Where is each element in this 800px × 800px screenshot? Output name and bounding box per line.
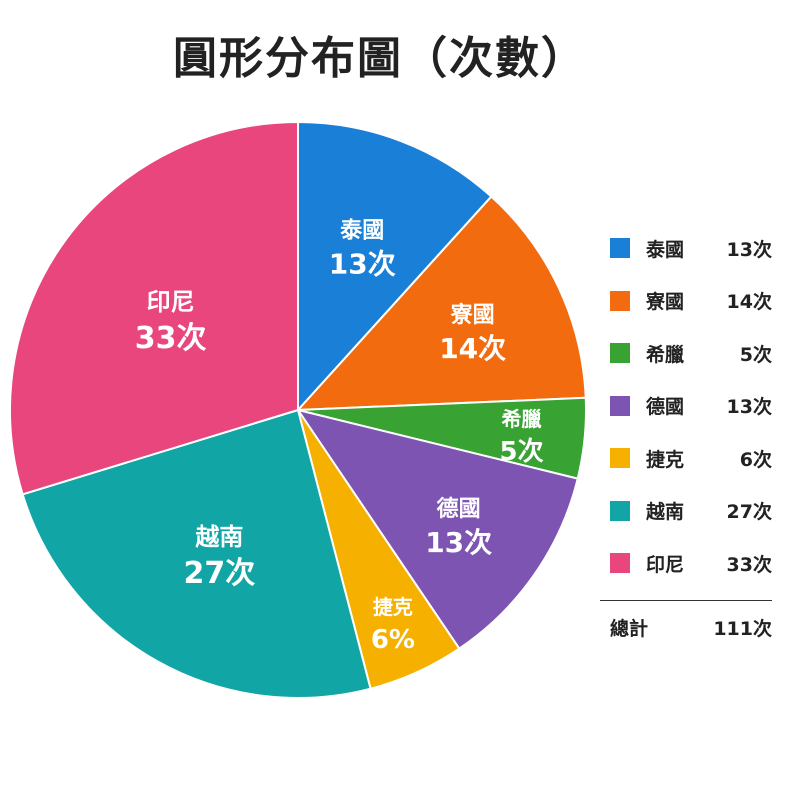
slice-label-thailand: 泰國 13次 <box>329 218 396 280</box>
legend-swatch <box>610 238 630 259</box>
legend-label: 印尼 <box>646 553 685 576</box>
slice-category-label: 希臘 <box>502 407 542 431</box>
legend-item-vietnam: 越南 27次 <box>600 485 780 538</box>
legend-label: 泰國 <box>646 238 685 261</box>
legend-item-czech: 捷克 6次 <box>600 432 780 485</box>
slice-label-greece: 希臘 5次 <box>499 407 543 467</box>
slice-value-label: 13次 <box>329 247 396 280</box>
slice-value-label: 33次 <box>135 321 207 356</box>
legend-value: 13次 <box>726 396 772 419</box>
legend-swatch <box>610 343 630 364</box>
legend-swatch <box>610 290 630 311</box>
legend-label: 越南 <box>646 501 685 524</box>
legend-item-greece: 希臘 5次 <box>600 327 780 380</box>
slice-value-label: 6% <box>371 625 415 655</box>
slice-label-laos: 寮國 14次 <box>439 302 506 365</box>
pie-slice-germany <box>295 408 579 650</box>
legend-swatch <box>610 500 630 521</box>
slice-category-label: 印尼 <box>147 288 195 316</box>
slice-label-indonesia: 印尼 33次 <box>135 288 207 356</box>
slice-category-label: 德國 <box>437 496 481 522</box>
slice-category-label: 泰國 <box>339 218 384 243</box>
legend-label: 德國 <box>646 396 685 419</box>
slice-label-vietnam: 越南 27次 <box>183 523 255 591</box>
legend-total: 總計 111次 <box>600 605 780 651</box>
slice-value-label: 5次 <box>499 437 543 467</box>
legend-item-thailand: 泰國 13次 <box>600 222 780 275</box>
legend-divider <box>600 599 772 601</box>
legend-value: 5次 <box>739 343 772 366</box>
legend-value: 33次 <box>726 553 772 576</box>
pie-slice-laos <box>295 195 587 412</box>
legend-item-indonesia: 印尼 33次 <box>600 537 780 590</box>
pie-slice-vietnam <box>21 408 372 699</box>
slice-value-label: 27次 <box>183 556 255 591</box>
slice-category-label: 越南 <box>195 523 243 551</box>
legend-swatch <box>610 553 630 574</box>
pie-slice-indonesia <box>9 120 299 496</box>
legend-label: 捷克 <box>646 448 685 471</box>
legend-swatch <box>610 395 630 416</box>
legend-swatch <box>610 448 630 469</box>
total-value: 111次 <box>713 618 772 640</box>
legend-label: 希臘 <box>646 343 685 366</box>
legend-label: 寮國 <box>646 291 685 314</box>
legend-value: 14次 <box>726 291 772 314</box>
pie-slice-thailand <box>297 120 493 413</box>
slice-label-germany: 德國 13次 <box>425 496 492 559</box>
legend-item-germany: 德國 13次 <box>600 380 780 433</box>
legend-value: 6次 <box>739 448 772 471</box>
chart-title: 圓形分布圖（次數） <box>173 33 587 84</box>
total-label: 總計 <box>610 618 649 640</box>
slice-label-czech: 捷克 6% <box>371 595 415 655</box>
legend-value: 13次 <box>726 238 772 261</box>
legend-value: 27次 <box>726 501 772 524</box>
slice-category-label: 寮國 <box>450 302 495 328</box>
slice-category-label: 捷克 <box>373 595 413 619</box>
legend: 泰國 13次 寮國 14次 希臘 5次 德國 13次 捷克 6次 越南 27次 … <box>600 222 780 651</box>
slice-value-label: 13次 <box>425 526 492 559</box>
legend-item-laos: 寮國 14次 <box>600 275 780 328</box>
slice-value-label: 14次 <box>439 332 506 365</box>
